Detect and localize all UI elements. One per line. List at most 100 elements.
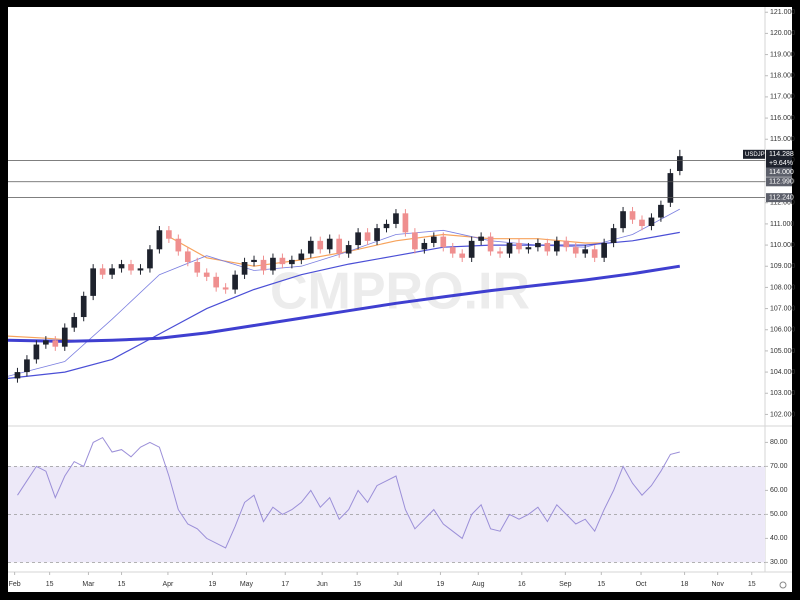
candle-body xyxy=(336,238,343,254)
rsi-tick-label: 50.00 xyxy=(770,511,788,518)
x-tick-label: Oct xyxy=(636,581,647,588)
x-tick-label: Sep xyxy=(559,581,572,588)
candle-body xyxy=(118,264,125,269)
candle-body xyxy=(307,240,314,254)
candle-body xyxy=(260,259,267,271)
rsi-tick-label: 70.00 xyxy=(770,463,788,470)
candle-body xyxy=(137,268,144,271)
candle-body xyxy=(516,242,522,250)
candle-body xyxy=(355,232,361,246)
candle-body xyxy=(620,211,626,229)
candle-body xyxy=(222,287,229,290)
candle-body xyxy=(270,257,276,271)
candle-body xyxy=(166,230,172,239)
x-tick-label: 15 xyxy=(597,581,605,588)
y-tick-label: 104.000 xyxy=(770,369,795,376)
price-line-tag xyxy=(766,167,792,177)
y-tick-label: 118.000 xyxy=(770,73,795,80)
settings-icon[interactable] xyxy=(779,581,787,589)
y-tick-label: 102.000 xyxy=(770,411,795,418)
x-tick-label: Feb xyxy=(9,581,21,588)
candle-body xyxy=(639,219,645,227)
y-tick-label: 112.000 xyxy=(770,200,795,207)
candle-body xyxy=(326,238,333,250)
symbol-label: USDJPY xyxy=(745,152,769,158)
rsi-tick-label: 80.00 xyxy=(770,439,788,446)
x-tick-label: Aug xyxy=(472,581,485,588)
candle-body xyxy=(582,249,589,254)
candle-body xyxy=(194,262,201,273)
candle-body xyxy=(468,240,475,258)
x-tick-label: 19 xyxy=(437,581,445,588)
moving-average xyxy=(7,264,681,343)
x-tick-label: Nov xyxy=(711,581,724,588)
candle-body xyxy=(667,173,674,203)
y-tick-label: 103.000 xyxy=(770,390,795,397)
candle-body xyxy=(109,268,115,275)
y-tick-label: 116.000 xyxy=(770,115,795,122)
candle-body xyxy=(251,259,257,263)
x-tick-label: 18 xyxy=(681,581,689,588)
price-line-label: 112.990 xyxy=(769,179,794,186)
candle-body xyxy=(128,264,134,271)
x-tick-label: May xyxy=(240,581,254,588)
price-line-tag xyxy=(766,177,792,187)
y-tick-label: 110.000 xyxy=(770,242,795,249)
y-tick-label: 108.000 xyxy=(770,284,795,291)
y-tick-label: 115.000 xyxy=(770,136,795,143)
price-line-label: 112.240 xyxy=(769,195,794,202)
price-line-label: 114.000 xyxy=(769,169,794,176)
candle-body xyxy=(478,236,484,241)
candle-body xyxy=(80,295,87,318)
x-tick-label: Jul xyxy=(393,581,402,588)
candle-body xyxy=(535,242,541,248)
candle-body xyxy=(506,242,513,254)
candle-body xyxy=(61,327,68,347)
candle-body xyxy=(591,249,598,258)
candle-body xyxy=(43,340,49,345)
y-tick-label: 120.000 xyxy=(770,30,795,37)
x-tick-label: 19 xyxy=(208,581,216,588)
candle-body xyxy=(90,268,97,296)
rsi-line xyxy=(17,436,680,549)
x-tick-label: 17 xyxy=(281,581,289,588)
candle-body xyxy=(71,317,78,328)
candle-body xyxy=(203,272,210,277)
rsi-tick-label: 60.00 xyxy=(770,487,788,494)
candle-body xyxy=(14,372,21,379)
candle-body xyxy=(232,274,238,290)
moving-average xyxy=(7,231,680,379)
candle-body xyxy=(421,242,428,250)
candle-body xyxy=(33,344,40,360)
candle-body xyxy=(610,228,617,243)
candle-body xyxy=(601,242,607,258)
candle-body xyxy=(658,204,664,218)
candle-body xyxy=(402,213,409,233)
candle-body xyxy=(374,228,380,241)
y-tick-label: 111.000 xyxy=(770,221,794,228)
candle-body xyxy=(676,156,683,171)
candle-body xyxy=(572,247,579,254)
y-tick-label: 119.000 xyxy=(770,51,795,58)
candle-body xyxy=(184,251,191,263)
y-tick-label: 105.000 xyxy=(770,348,795,355)
candle-body xyxy=(279,257,286,265)
candle-body xyxy=(430,236,437,243)
x-tick-label: Jun xyxy=(317,581,328,588)
change-label: +9.64% xyxy=(769,160,793,167)
candle-body xyxy=(156,230,163,250)
last-price-label: 114.288 xyxy=(769,151,794,158)
candle-body xyxy=(563,240,570,248)
y-tick-label: 109.000 xyxy=(770,263,795,270)
candle-body xyxy=(412,232,418,250)
x-tick-label: 15 xyxy=(46,581,54,588)
y-tick-label: 107.000 xyxy=(770,305,795,312)
candle-body xyxy=(298,253,305,260)
y-tick-label: 121.000 xyxy=(770,9,795,16)
candle-body xyxy=(544,242,551,252)
candle-body xyxy=(317,240,324,250)
candle-body xyxy=(553,240,560,252)
candle-body xyxy=(289,259,295,265)
